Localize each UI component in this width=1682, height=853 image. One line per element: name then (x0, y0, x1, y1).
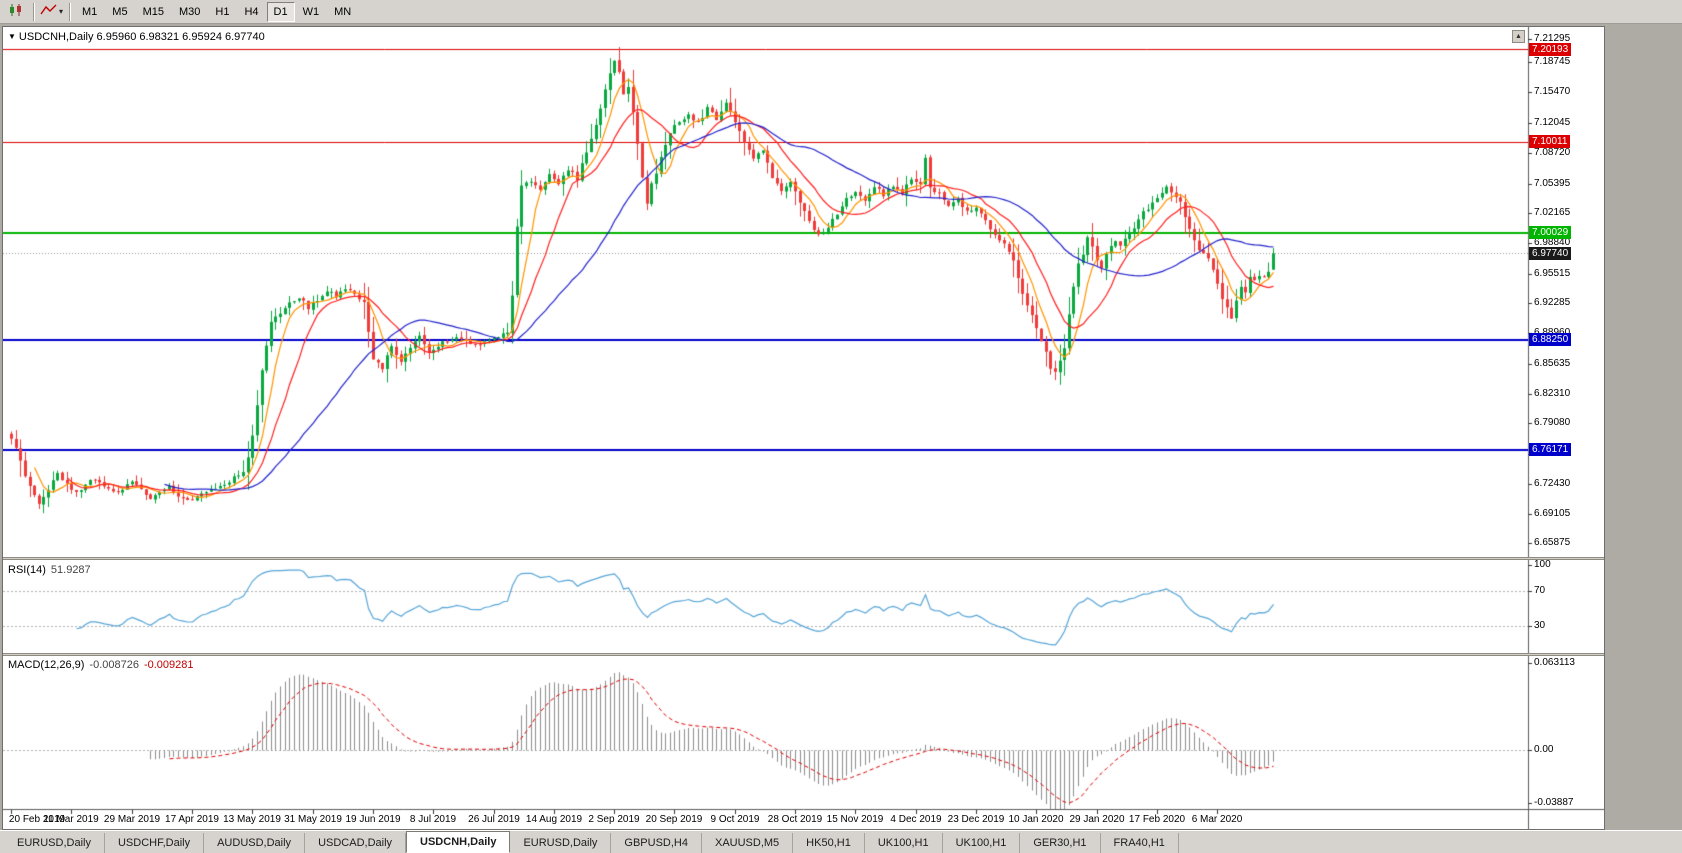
date-axis-label: 14 Aug 2019 (525, 814, 583, 825)
price-axis-tick-label: 7.05395 (1534, 177, 1571, 189)
rsi-axis-tick-label: 70 (1534, 585, 1546, 597)
chart-tab-eurusd-daily[interactable]: EURUSD,Daily (4, 833, 105, 853)
current-price-tag: 6.97740 (1529, 247, 1572, 260)
price-axis-tick-label: 7.21295 (1534, 32, 1571, 44)
chart-tab-gbpusd-h4[interactable]: GBPUSD,H4 (611, 833, 702, 853)
chart-tab-audusd-daily[interactable]: AUDUSD,Daily (204, 833, 306, 853)
price-axis-tick-label: 6.98840 (1534, 237, 1571, 249)
panel-splitter[interactable] (3, 557, 1604, 560)
date-axis-label: 29 Jan 2020 (1069, 814, 1125, 825)
price-level-tag: 6.88250 (1529, 333, 1572, 346)
toolbar-separator (33, 2, 34, 21)
timeframe-button-h4[interactable]: H4 (237, 2, 265, 22)
price-axis-tick-label: 6.95515 (1534, 267, 1571, 279)
timeframe-button-mn[interactable]: MN (327, 2, 358, 22)
chart-tab-usdcnh-daily[interactable]: USDCNH,Daily (406, 831, 511, 853)
chart-tab-usdcad-daily[interactable]: USDCAD,Daily (305, 833, 407, 853)
date-axis-label: 26 Jul 2019 (468, 814, 520, 825)
chart-tab-xauusd-m5[interactable]: XAUUSD,M5 (702, 833, 794, 853)
indicators-dropdown-button[interactable]: ▾ (39, 2, 64, 22)
date-axis-label: 13 May 2019 (223, 814, 281, 825)
chart-tabs-bar: EURUSD,Daily USDCHF,Daily AUDUSD,Daily USDC… (0, 830, 1682, 853)
chevron-down-icon: ▾ (59, 6, 64, 16)
chart-ohlc-values: 6.95960 6.98321 6.95924 6.97740 (96, 31, 265, 43)
rsi-value: 51.9287 (50, 564, 91, 576)
macd-axis-tick-label: 0.00 (1534, 743, 1554, 755)
timeframe-button-m1[interactable]: M1 (75, 2, 104, 22)
macd-indicator-label: MACD(12,26,9) -0.008726 -0.009281 (8, 659, 194, 671)
chart-tab-eurusd-daily[interactable]: EURUSD,Daily (510, 833, 612, 853)
price-axis-tick-label: 6.82310 (1534, 387, 1571, 399)
price-level-tag: 7.20193 (1529, 43, 1572, 56)
price-axis-tick-label: 6.88960 (1534, 328, 1570, 338)
chart-scroll-up-button[interactable]: ▲ (1512, 30, 1525, 43)
macd-signal-value: -0.009281 (143, 659, 194, 671)
collapse-triangle-icon: ▼ (8, 32, 16, 41)
price-axis-tick-label: 6.85635 (1534, 357, 1571, 369)
macd-hist-value: -0.008726 (89, 659, 139, 671)
chart-tab-ger30-h1[interactable]: GER30,H1 (1020, 833, 1101, 853)
candlestick-chart-icon (8, 3, 24, 20)
date-axis-label: 9 Oct 2019 (710, 814, 760, 825)
date-axis-label: 20 Sep 2019 (645, 814, 703, 825)
date-axis-label: 4 Dec 2019 (890, 814, 942, 825)
date-axis-label: 17 Apr 2019 (165, 814, 219, 825)
date-axis-label: 23 Dec 2019 (947, 814, 1005, 825)
date-axis-label: 15 Nov 2019 (826, 814, 884, 825)
price-axis-tick-label: 6.69105 (1534, 508, 1571, 520)
price-axis-tick-label: 6.72430 (1534, 477, 1571, 489)
chart-tab-usdchf-daily[interactable]: USDCHF,Daily (105, 833, 205, 853)
rsi-axis-tick-label: 100 (1534, 559, 1551, 571)
timeframe-button-m30[interactable]: M30 (172, 2, 207, 22)
toolbar-separator (69, 2, 71, 21)
price-level-tag: 7.10011 (1529, 135, 1571, 148)
chart-canvas[interactable] (3, 27, 1604, 829)
price-level-tag: 6.76171 (1529, 443, 1572, 456)
date-axis-label: 29 Mar 2019 (103, 814, 161, 825)
date-axis-label: 31 May 2019 (284, 814, 342, 825)
date-axis-label: 19 Jun 2019 (345, 814, 401, 825)
panel-splitter[interactable] (3, 653, 1604, 656)
timeframe-button-m5[interactable]: M5 (105, 2, 134, 22)
date-axis-label: 6 Mar 2020 (1191, 814, 1243, 825)
price-axis-tick-label: 7.02165 (1534, 207, 1571, 219)
macd-axis-tick-label: -0.03887 (1534, 797, 1574, 809)
chart-tab-fra40-h1[interactable]: FRA40,H1 (1101, 833, 1179, 853)
toolbar: ▾ M1 M5 M15 M30 H1 H4 D1 W1 MN (0, 0, 1682, 24)
date-axis-label: 11 Mar 2019 (43, 814, 99, 825)
macd-axis-tick-label: 0.063113 (1534, 657, 1575, 669)
chart-tab-uk100-h1[interactable]: UK100,H1 (865, 833, 943, 853)
chart-symbol: USDCNH,Daily (18, 31, 94, 43)
chart-type-button[interactable] (4, 2, 28, 22)
timeframe-button-w1[interactable]: W1 (296, 2, 327, 22)
chart-tab-uk100-h1[interactable]: UK100,H1 (943, 833, 1021, 853)
timeframe-button-group: M1 M5 M15 M30 H1 H4 D1 W1 MN (75, 1, 358, 22)
price-axis-tick-label: 7.12045 (1534, 117, 1571, 129)
chart-window: ▼ USDCNH,Daily 6.95960 6.98321 6.95924 6.… (2, 26, 1605, 830)
rsi-axis-tick-label: 30 (1534, 620, 1546, 631)
date-axis-label: 2 Sep 2019 (588, 814, 640, 825)
timeframe-button-d1[interactable]: D1 (266, 1, 295, 22)
price-axis-tick-label: 6.92285 (1534, 297, 1571, 309)
date-axis-label: 8 Jul 2019 (409, 814, 457, 825)
rsi-name: RSI(14) (8, 564, 46, 576)
price-level-tag: 7.00029 (1529, 226, 1572, 239)
chart-title: ▼ USDCNH,Daily 6.95960 6.98321 6.95924 6.… (8, 31, 265, 43)
date-axis-label: 20 Feb 2019 (8, 814, 66, 825)
zigzag-line-icon (40, 3, 57, 20)
date-axis-label: 17 Feb 2020 (1128, 814, 1186, 825)
date-axis-label: 10 Jan 2020 (1008, 814, 1064, 825)
price-axis-tick-label: 7.15470 (1534, 85, 1571, 97)
price-axis-tick-label: 6.65875 (1534, 537, 1571, 549)
chart-tab-hk50-h1[interactable]: HK50,H1 (793, 833, 865, 853)
rsi-indicator-label: RSI(14) 51.9287 (8, 564, 91, 576)
price-axis-tick-label: 7.08720 (1534, 147, 1571, 159)
price-axis-tick-label: 7.18745 (1534, 56, 1571, 68)
price-axis-tick-label: 6.79080 (1534, 417, 1571, 429)
timeframe-button-m15[interactable]: M15 (136, 2, 171, 22)
macd-name: MACD(12,26,9) (8, 659, 85, 671)
timeframe-button-h1[interactable]: H1 (208, 2, 236, 22)
date-axis-label: 28 Oct 2019 (767, 814, 823, 825)
